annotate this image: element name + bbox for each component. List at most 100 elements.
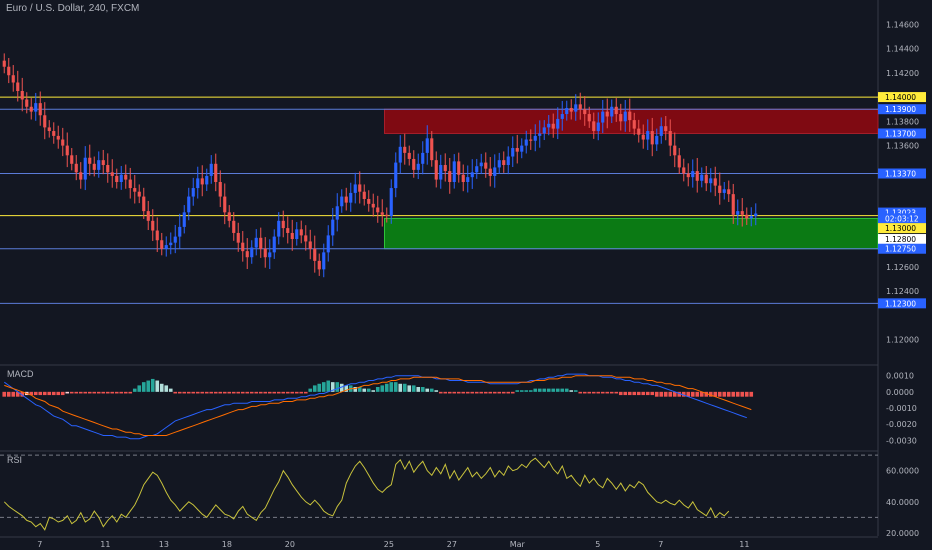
time-tick-label: 25 <box>384 540 394 549</box>
candle-body <box>344 196 348 203</box>
price-badge <box>878 298 926 309</box>
candle-body <box>101 160 105 166</box>
candle-body <box>511 148 515 157</box>
price-tick-label: 1.12000 <box>886 336 919 345</box>
macd-hist-bar <box>38 391 43 396</box>
macd-tick-label: 0.0000 <box>886 388 914 397</box>
macd-hist-bar <box>506 391 511 394</box>
candle-body <box>655 135 659 145</box>
candle-body <box>74 163 78 173</box>
candle-body <box>646 131 650 140</box>
macd-hist-bar <box>51 391 56 396</box>
price-badge <box>878 128 926 139</box>
macd-hist-bar <box>699 391 704 397</box>
macd-hist-bar <box>69 391 74 394</box>
price-badge <box>878 104 926 115</box>
macd-hist-bar <box>668 391 673 397</box>
candle-body <box>695 171 699 181</box>
macd-hist-bar <box>384 383 389 392</box>
candle-body <box>691 171 695 178</box>
macd-hist-bar <box>546 388 551 392</box>
candle-body <box>407 152 411 159</box>
candle-body <box>56 135 60 140</box>
price-tick-label: 1.14600 <box>886 20 919 29</box>
candle-body <box>20 91 24 100</box>
candle-body <box>583 109 587 115</box>
macd-hist-bar <box>60 391 65 396</box>
rsi-tick-label: 40.0000 <box>886 498 919 507</box>
macd-hist-bar <box>204 391 209 394</box>
candle-body <box>632 120 636 129</box>
candle-body <box>367 198 371 204</box>
macd-hist-bar <box>398 383 403 392</box>
macd-hist-bar <box>443 391 448 394</box>
macd-hist-bar <box>213 391 218 394</box>
candle-body <box>349 192 353 203</box>
candle-body <box>196 178 200 189</box>
candle-body <box>209 163 213 176</box>
macd-hist-bar <box>488 391 493 394</box>
candle-body <box>713 178 717 186</box>
candle-body <box>214 163 218 182</box>
macd-hist-bar <box>641 391 646 396</box>
candle-body <box>403 146 407 153</box>
candle-body <box>425 138 429 153</box>
macd-hist-bar <box>537 388 542 392</box>
candle-body <box>110 172 114 176</box>
candle-body <box>376 207 380 213</box>
candle-body <box>250 247 254 258</box>
macd-hist-bar <box>164 385 169 392</box>
candle-body <box>574 104 578 112</box>
macd-hist-bar <box>497 391 502 394</box>
candle-body <box>389 188 393 216</box>
macd-hist-bar <box>650 391 655 396</box>
candle-body <box>542 127 546 134</box>
macd-hist-bar <box>686 391 691 397</box>
macd-hist-bar <box>407 385 412 392</box>
candle-body <box>524 139 528 146</box>
candle-body <box>236 232 240 243</box>
candle-body <box>641 134 645 140</box>
time-tick-label: 27 <box>447 540 457 549</box>
macd-hist-bar <box>501 391 506 394</box>
macd-hist-bar <box>605 391 610 394</box>
macd-hist-bar <box>33 391 38 396</box>
time-tick-label: Mar <box>510 540 526 549</box>
candle-body <box>371 203 375 208</box>
candle-body <box>43 115 47 128</box>
macd-hist-bar <box>132 388 137 392</box>
macd-hist-bar <box>312 385 317 392</box>
macd-hist-bar <box>524 390 529 392</box>
candle-body <box>200 178 204 185</box>
candle-body <box>412 158 416 170</box>
price-tick-label: 1.13800 <box>886 117 919 126</box>
macd-hist-bar <box>141 382 146 392</box>
candle-body <box>628 111 632 121</box>
macd-hist-bar <box>618 391 623 396</box>
candle-body <box>38 103 42 116</box>
candle-body <box>106 165 110 173</box>
candle-body <box>673 145 677 156</box>
macd-hist-bar <box>236 391 241 394</box>
macd-hist-bar <box>281 391 286 394</box>
macd-hist-bar <box>425 388 430 392</box>
macd-hist-bar <box>137 385 142 392</box>
macd-hist-bar <box>362 388 367 392</box>
macd-hist-bar <box>654 391 659 397</box>
candle-body <box>124 174 128 180</box>
candle-body <box>677 155 681 168</box>
macd-hist-bar <box>326 380 331 392</box>
macd-hist-bar <box>375 387 380 392</box>
macd-label: MACD <box>7 369 34 379</box>
rsi-line <box>3 457 730 531</box>
candle-body <box>416 163 420 170</box>
macd-hist-bar <box>722 391 727 397</box>
candle-body <box>317 260 321 270</box>
macd-hist-bar <box>614 391 619 394</box>
macd-hist-bar <box>357 387 362 392</box>
macd-hist-bar <box>339 383 344 392</box>
price-badge <box>878 213 926 224</box>
candle-body <box>520 145 524 152</box>
candle-body <box>155 230 159 241</box>
